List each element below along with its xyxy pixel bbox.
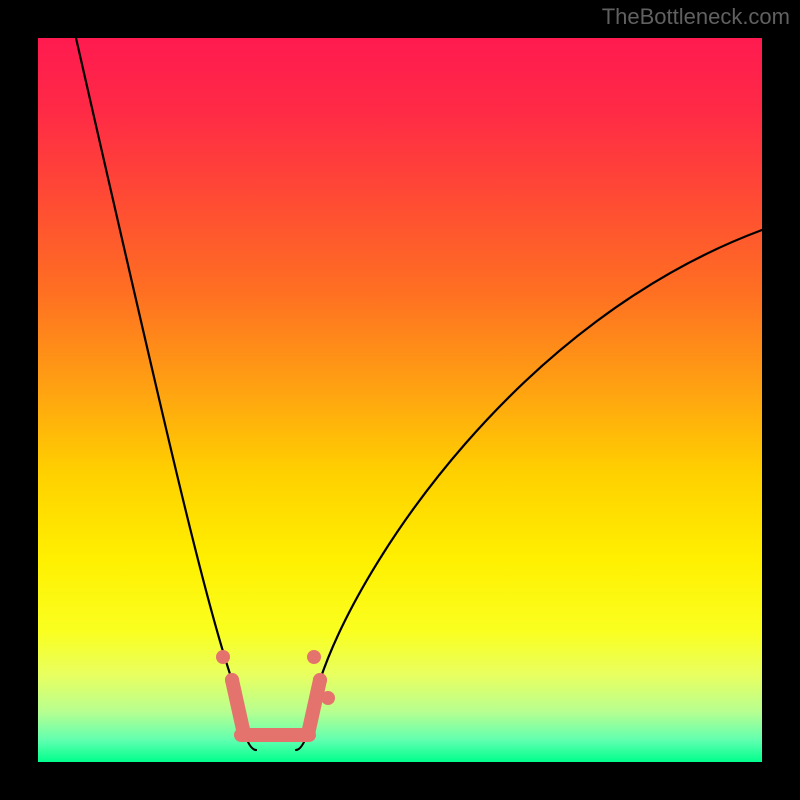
bottleneck-curve-chart xyxy=(0,0,800,800)
chart-stage: TheBottleneck.com xyxy=(0,0,800,800)
gradient-background xyxy=(38,38,762,762)
watermark-text: TheBottleneck.com xyxy=(602,4,790,30)
